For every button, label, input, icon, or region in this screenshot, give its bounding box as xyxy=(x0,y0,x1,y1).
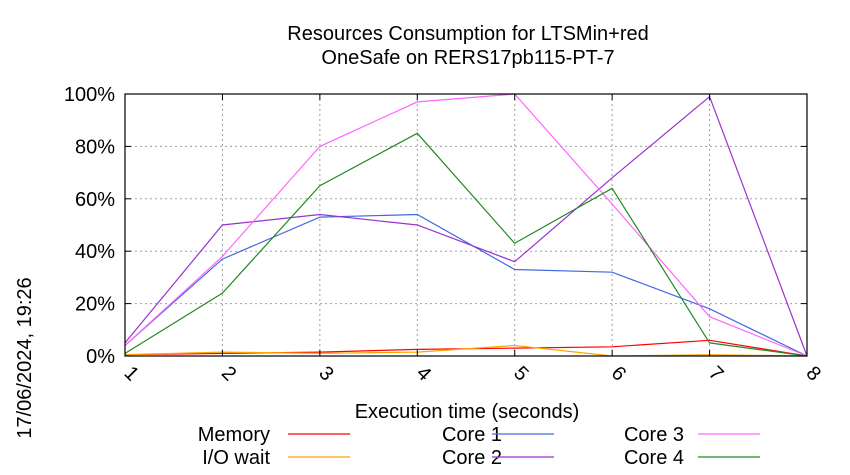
y-tick-label: 100% xyxy=(64,84,115,106)
x-tick-label: 1 xyxy=(120,362,143,385)
y-axis-ticks: 0% 20% 40% 60% 80% 100% xyxy=(64,84,807,368)
series-line-core-2 xyxy=(124,95,808,357)
timestamp-label: 17/06/2024, 19:26 xyxy=(14,277,36,438)
chart-title-line-1: Resources Consumption for LTSMin+red xyxy=(287,23,648,45)
legend-label: Core 1 xyxy=(442,424,502,446)
series-line-core-4 xyxy=(124,132,808,357)
y-tick-label: 60% xyxy=(75,189,115,211)
data-series xyxy=(124,93,808,357)
y-tick-label: 0% xyxy=(86,346,115,368)
x-tick-label: 3 xyxy=(314,362,337,385)
x-tick-label: 8 xyxy=(802,362,825,385)
legend-label: Core 2 xyxy=(442,447,502,469)
series-line-memory xyxy=(124,339,808,357)
x-tick-label: 5 xyxy=(509,362,532,385)
x-axis-label: Execution time (seconds) xyxy=(355,401,580,423)
x-tick-label: 6 xyxy=(607,362,630,385)
chart-title-line-2: OneSafe on RERS17pb115-PT-7 xyxy=(321,47,614,69)
x-tick-label: 2 xyxy=(217,362,240,385)
plot-frame xyxy=(124,93,808,357)
y-tick-label: 40% xyxy=(75,241,115,263)
series-line-core-3 xyxy=(124,93,808,357)
y-tick-label: 80% xyxy=(75,136,115,158)
legend-label: Memory xyxy=(198,424,270,446)
x-tick-label: 7 xyxy=(704,362,727,385)
legend-label: Core 4 xyxy=(624,447,684,469)
series-line-i-o-wait xyxy=(124,344,808,357)
legend-label: I/O wait xyxy=(202,447,270,469)
series-line-core-1 xyxy=(124,213,808,357)
legend-label: Core 3 xyxy=(624,424,684,446)
y-tick-label: 20% xyxy=(75,294,115,316)
x-tick-label: 4 xyxy=(412,362,435,385)
